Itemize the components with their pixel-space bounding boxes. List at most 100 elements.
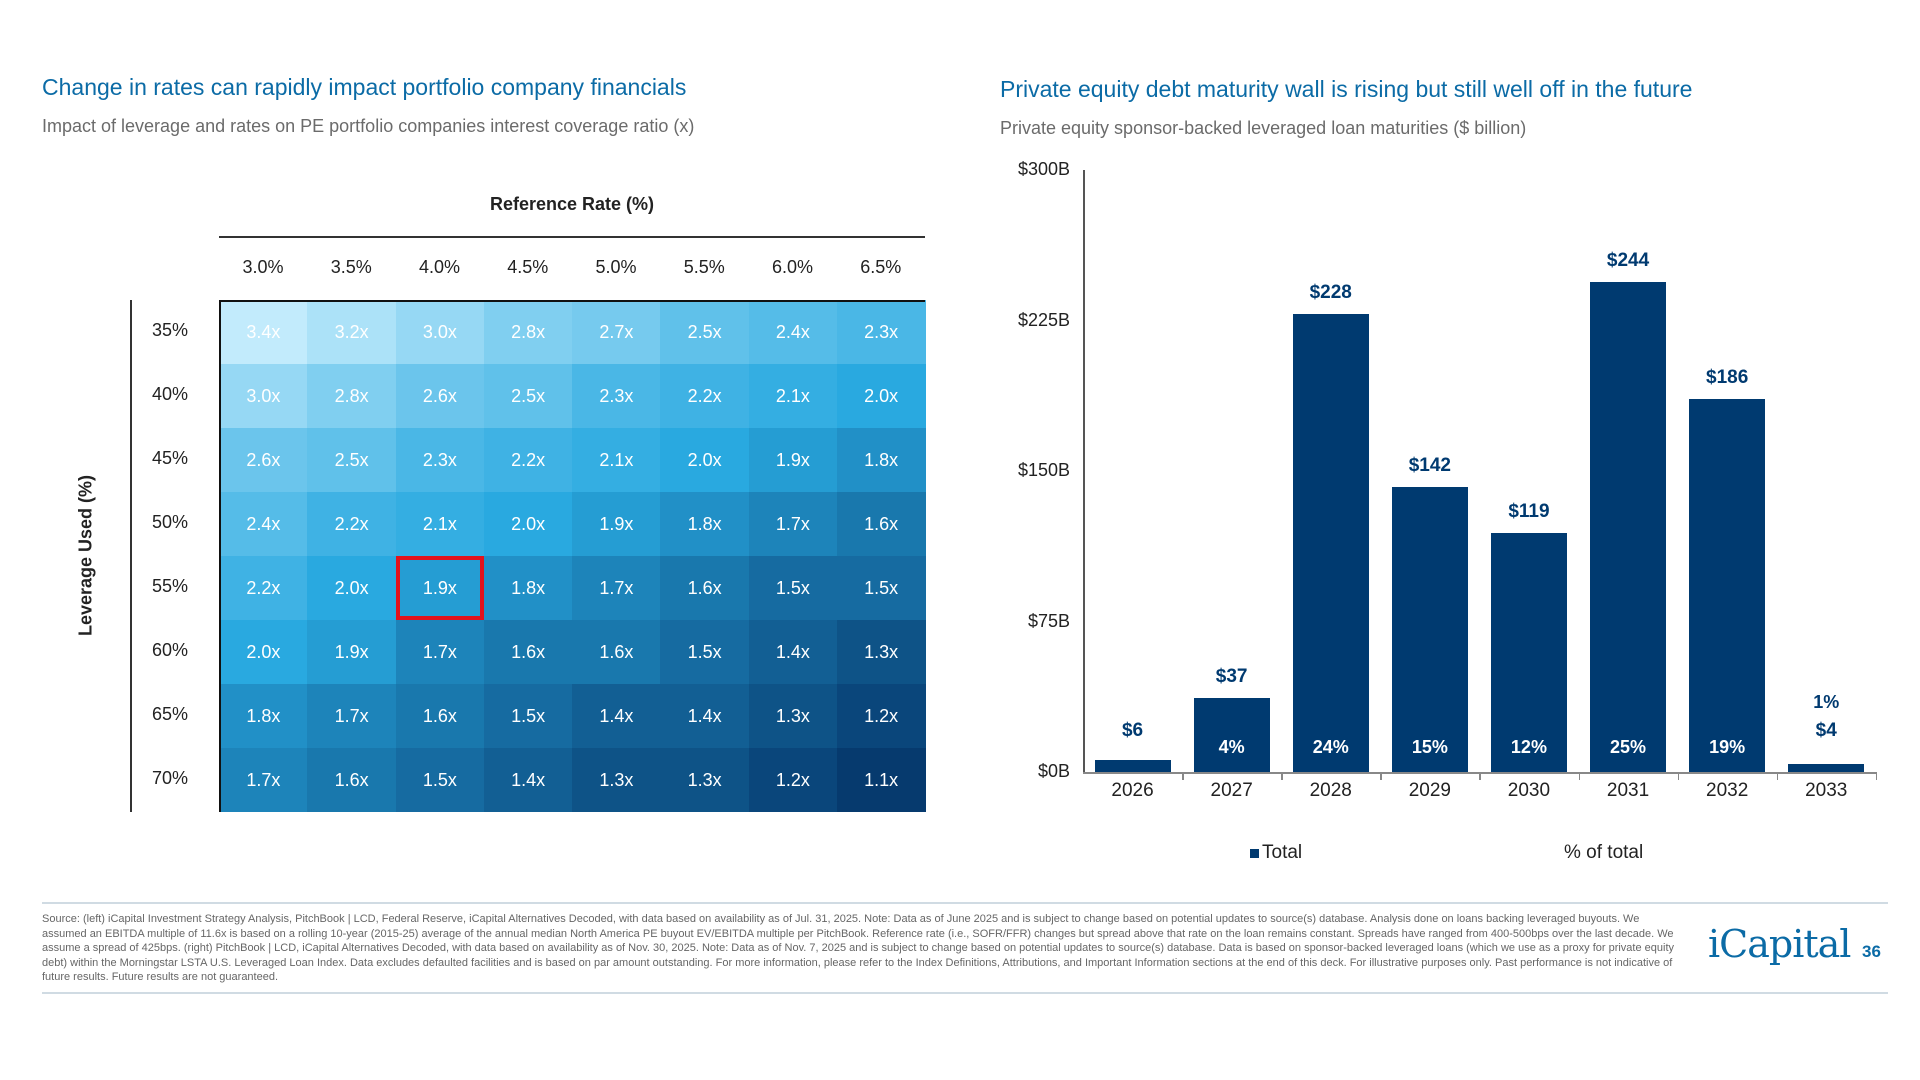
heatmap-cell: 2.1x xyxy=(572,428,661,492)
x-tick-mark xyxy=(1281,772,1283,780)
heatmap-cell: 2.3x xyxy=(572,364,661,428)
heatmap-cell: 1.5x xyxy=(483,684,573,748)
heatmap-cell: 2.5x xyxy=(307,428,396,492)
bar-pct-label: 24% xyxy=(1312,737,1349,757)
x-axis-line xyxy=(1083,772,1876,774)
heatmap-cell: 1.4x xyxy=(483,748,573,812)
heatmap-cell-highlighted: 1.9x xyxy=(395,556,485,620)
heatmap-cell: 1.7x xyxy=(395,620,485,684)
x-tick-label: 2030 xyxy=(1507,780,1551,801)
heatmap-cell: 1.4x xyxy=(748,620,838,684)
heatmap-cell: 2.8x xyxy=(483,300,573,364)
heatmap-column-label: 5.0% xyxy=(595,257,637,277)
x-tick-label: 2032 xyxy=(1706,780,1749,801)
heatmap-cell: 1.7x xyxy=(748,492,838,556)
page-number: 36 xyxy=(1862,942,1881,961)
heatmap-cell: 2.0x xyxy=(836,364,926,428)
bar-value-label: $4 xyxy=(1815,720,1837,741)
bar-value-label: $37 xyxy=(1215,665,1248,687)
heatmap-column-label: 3.0% xyxy=(242,257,284,277)
heatmap-cell: 2.2x xyxy=(307,492,396,556)
bar-value-label: $6 xyxy=(1121,720,1144,741)
y-tick-label: $225B xyxy=(1017,309,1070,330)
heatmap-cell: 2.8x xyxy=(307,364,396,428)
heatmap-row-label: 45% xyxy=(151,448,189,468)
legend-pct-of-total: % of total xyxy=(1564,842,1644,863)
bar-value-label: $244 xyxy=(1606,250,1650,272)
bar-2026 xyxy=(1094,759,1171,772)
y-tick-label: $150B xyxy=(1017,460,1070,480)
heatmap-cell: 2.6x xyxy=(395,364,485,428)
heatmap-cell: 2.2x xyxy=(483,428,573,492)
bar-2028 xyxy=(1292,314,1369,772)
heatmap-cell: 3.0x xyxy=(395,300,485,364)
heatmap-cell: 3.4x xyxy=(219,300,308,364)
bar-pct-label: 1% xyxy=(1813,692,1840,712)
heatmap-cell: 1.4x xyxy=(660,684,749,748)
heatmap-cell: 1.2x xyxy=(836,684,926,748)
heatmap-cell: 2.5x xyxy=(660,300,749,364)
bar-value-label: $142 xyxy=(1408,455,1451,477)
heatmap-cell: 2.2x xyxy=(660,364,749,428)
heatmap-left-rule xyxy=(130,300,132,812)
heatmap-cell: 1.6x xyxy=(483,620,573,684)
heatmap-cell: 1.9x xyxy=(748,428,838,492)
heatmap-cell: 1.5x xyxy=(395,748,485,812)
heatmap-y-title: Leverage Used (%) xyxy=(75,474,96,637)
bar-2032 xyxy=(1689,398,1766,772)
heatmap-row-label: 60% xyxy=(151,640,189,660)
bar-pct-label: 19% xyxy=(1709,737,1746,757)
heatmap-column-label: 4.5% xyxy=(507,257,549,277)
heatmap-cell: 1.8x xyxy=(660,492,749,556)
bar-value-label: $186 xyxy=(1706,366,1749,388)
heatmap-cell: 1.9x xyxy=(572,492,661,556)
x-tick-mark xyxy=(1677,772,1680,780)
x-tick-mark xyxy=(1875,772,1878,780)
heatmap-cell: 1.7x xyxy=(307,684,396,748)
bar-2033 xyxy=(1788,763,1865,772)
x-tick-mark xyxy=(1182,772,1184,780)
heatmap-cell: 2.6x xyxy=(219,428,308,492)
heatmap-row-label: 35% xyxy=(151,320,189,340)
heatmap-x-title: Reference Rate (%) xyxy=(489,194,655,214)
heatmap-column-label: 4.0% xyxy=(418,257,461,277)
bar-2030 xyxy=(1490,533,1567,772)
heatmap-cell: 1.6x xyxy=(395,684,485,748)
icapital-logo: iCapital xyxy=(1708,922,1851,966)
x-tick-mark xyxy=(1380,772,1382,780)
heatmap-cell: 1.8x xyxy=(836,428,926,492)
heatmap-cell: 2.4x xyxy=(219,492,308,556)
heatmap-cell: 1.3x xyxy=(660,748,749,812)
bar-value-label: $119 xyxy=(1508,501,1550,523)
heatmap-row-label: 40% xyxy=(151,384,189,404)
heatmap-column-label: 5.5% xyxy=(683,257,725,277)
heatmap-cell: 2.3x xyxy=(836,300,926,364)
heatmap-row-label: 50% xyxy=(151,512,189,532)
bar-pct-label: 15% xyxy=(1411,737,1448,757)
left-chart-subtitle: Impact of leverage and rates on PE portf… xyxy=(42,116,695,136)
heatmap-column-label: 3.5% xyxy=(330,257,372,277)
bar-pct-label: 12% xyxy=(1510,737,1547,757)
legend-total: Total xyxy=(1250,842,1302,864)
heatmap-row-label: 55% xyxy=(151,576,189,596)
x-tick-mark xyxy=(1776,772,1779,780)
heatmap-row-label: 65% xyxy=(151,704,189,724)
footer-source: Source: (left) iCapital Investment Strat… xyxy=(42,913,1675,984)
heatmap-cell: 1.7x xyxy=(219,748,308,812)
heatmap-cell: 3.0x xyxy=(219,364,308,428)
heatmap-cell: 1.4x xyxy=(572,684,661,748)
heatmap-cell: 2.0x xyxy=(307,556,396,620)
bar-pct-label: 25% xyxy=(1610,737,1647,757)
heatmap-cell: 1.3x xyxy=(748,684,838,748)
x-tick-label: 2028 xyxy=(1309,780,1352,801)
heatmap-cell: 1.6x xyxy=(836,492,926,556)
x-tick-label: 2029 xyxy=(1408,780,1451,801)
heatmap-cell: 2.0x xyxy=(219,620,308,684)
heatmap-cell: 2.1x xyxy=(395,492,485,556)
legend-total-label: Total xyxy=(1262,842,1303,863)
y-tick-label: $0B xyxy=(1037,761,1070,781)
x-tick-mark xyxy=(1479,772,1481,780)
heatmap-cell: 1.3x xyxy=(836,620,926,684)
heatmap-cell: 1.6x xyxy=(660,556,749,620)
heatmap-cell: 1.3x xyxy=(572,748,661,812)
